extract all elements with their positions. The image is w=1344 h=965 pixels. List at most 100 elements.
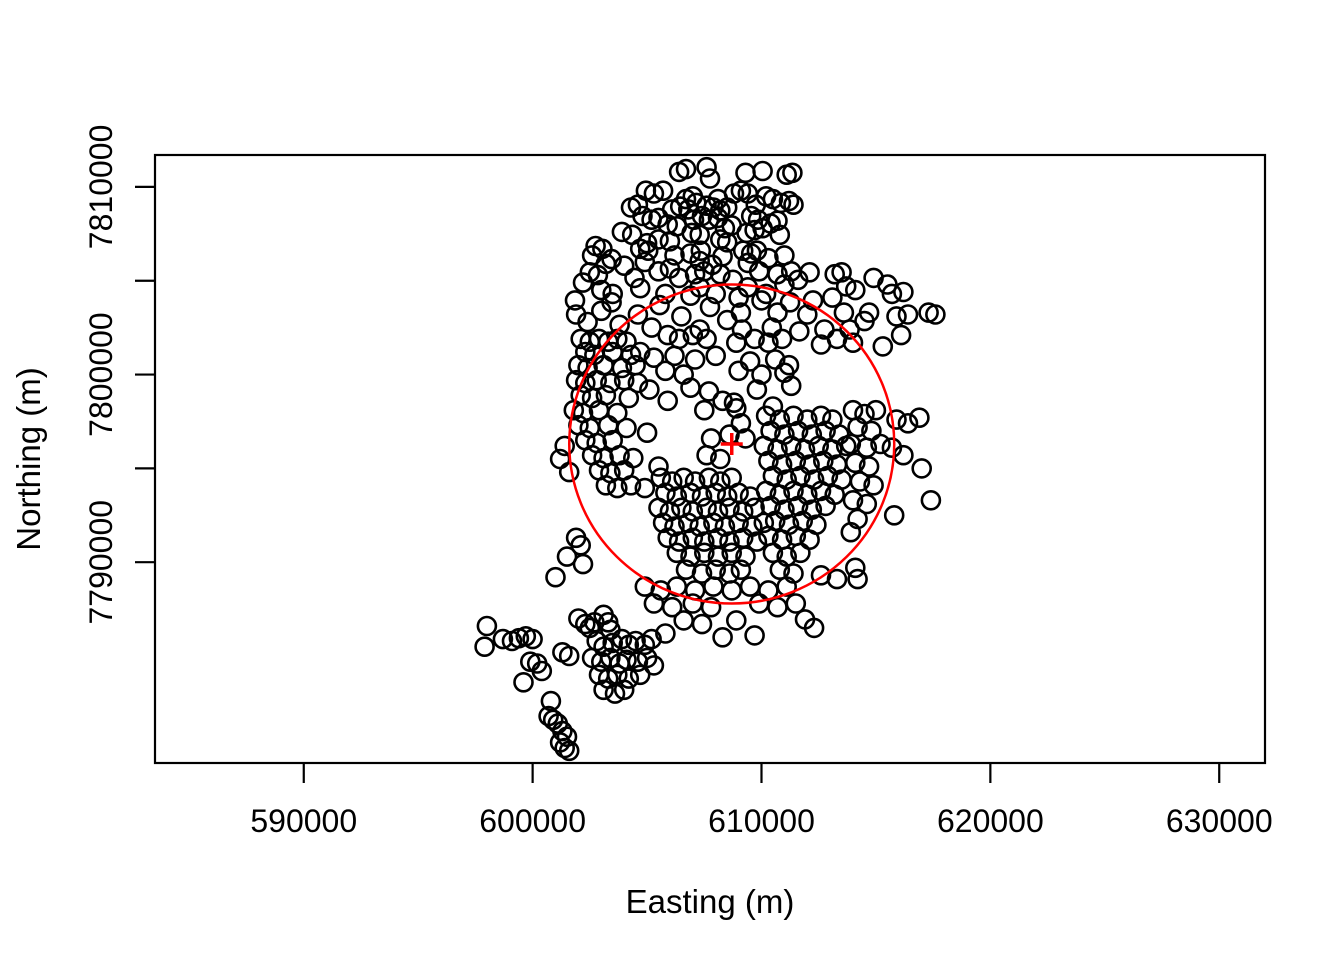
- x-axis-tick-label: 620000: [937, 803, 1044, 839]
- data-point: [844, 279, 866, 301]
- data-point: [886, 306, 907, 327]
- points-layer: [474, 156, 946, 762]
- data-point: [911, 458, 933, 479]
- data-point: [883, 504, 905, 526]
- data-point: [611, 221, 633, 243]
- data-point: [785, 593, 807, 614]
- data-point: [664, 345, 685, 367]
- data-point: [675, 158, 697, 180]
- data-point: [474, 636, 495, 658]
- data-point: [652, 512, 674, 534]
- data-point: [753, 512, 775, 534]
- data-point: [643, 347, 665, 369]
- data-point: [826, 568, 848, 590]
- y-axis-tick-label: 7810000: [83, 125, 119, 250]
- data-point: [735, 428, 756, 449]
- data-point: [751, 364, 772, 385]
- data-point: [677, 512, 699, 534]
- data-point: [776, 576, 798, 597]
- data-point: [641, 628, 662, 650]
- plot-border: [153, 153, 1267, 765]
- data-point: [847, 416, 868, 438]
- x-axis-tick-label: 590000: [250, 803, 357, 839]
- data-point: [492, 628, 514, 650]
- data-point: [659, 231, 681, 252]
- data-point: [712, 626, 733, 648]
- data-point: [780, 435, 802, 457]
- data-point: [714, 516, 736, 537]
- data-point: [574, 613, 596, 635]
- data-point: [648, 456, 669, 477]
- data-point: [593, 679, 614, 701]
- data-point: [897, 412, 919, 434]
- data-point: [753, 435, 775, 457]
- data-point: [682, 186, 704, 207]
- data-point: [696, 444, 717, 466]
- data-point: [699, 168, 721, 189]
- overlay-circle: [567, 283, 896, 605]
- data-point: [863, 474, 884, 496]
- data-point: [513, 671, 534, 693]
- data-point: [554, 435, 576, 457]
- data-point: [707, 546, 729, 567]
- data-point: [655, 623, 676, 644]
- data-point: [822, 287, 843, 308]
- data-point: [664, 245, 685, 266]
- data-point: [604, 683, 626, 704]
- data-point: [762, 188, 784, 210]
- data-point: [595, 474, 617, 496]
- data-point: [606, 477, 628, 499]
- data-point: [634, 634, 656, 656]
- data-point: [728, 287, 749, 308]
- data-point: [865, 399, 887, 421]
- data-point: [755, 283, 777, 305]
- data-point: [689, 224, 711, 246]
- data-point: [893, 281, 914, 303]
- data-point: [636, 422, 658, 444]
- data-point: [847, 568, 868, 590]
- data-point: [897, 304, 919, 325]
- data-point: [815, 495, 836, 517]
- data-point: [735, 546, 756, 567]
- data-point: [634, 477, 656, 499]
- data-point: [725, 610, 747, 631]
- data-point: [810, 334, 832, 355]
- data-point: [565, 304, 587, 325]
- data-point: [732, 501, 754, 522]
- data-point: [858, 456, 880, 477]
- data-point: [545, 566, 566, 588]
- data-point: [881, 283, 903, 305]
- data-point: [755, 405, 777, 427]
- data-point: [699, 296, 721, 318]
- data-point: [693, 542, 715, 564]
- data-point: [602, 632, 624, 654]
- data-point: [758, 332, 779, 354]
- data-point: [920, 489, 942, 511]
- data-point: [925, 304, 946, 325]
- data-point: [744, 625, 765, 646]
- data-point: [716, 232, 738, 253]
- data-point: [680, 546, 701, 567]
- data-point: [909, 407, 930, 429]
- data-point: [563, 399, 585, 421]
- data-point: [625, 630, 646, 652]
- data-point: [632, 205, 653, 227]
- data-point: [716, 309, 738, 331]
- overlay-layer: [567, 283, 896, 605]
- data-point: [661, 471, 683, 492]
- data-point: [609, 444, 630, 466]
- data-point: [657, 390, 679, 412]
- data-point: [648, 229, 669, 250]
- data-point: [659, 258, 681, 279]
- data-point: [812, 450, 834, 472]
- data-point: [690, 240, 712, 261]
- data-point: [613, 679, 635, 701]
- data-point: [648, 260, 669, 282]
- data-point: [609, 314, 630, 336]
- data-point: [831, 261, 852, 283]
- data-point: [554, 737, 576, 759]
- data-point: [684, 349, 706, 370]
- data-point: [700, 596, 722, 618]
- data-point: [593, 636, 614, 658]
